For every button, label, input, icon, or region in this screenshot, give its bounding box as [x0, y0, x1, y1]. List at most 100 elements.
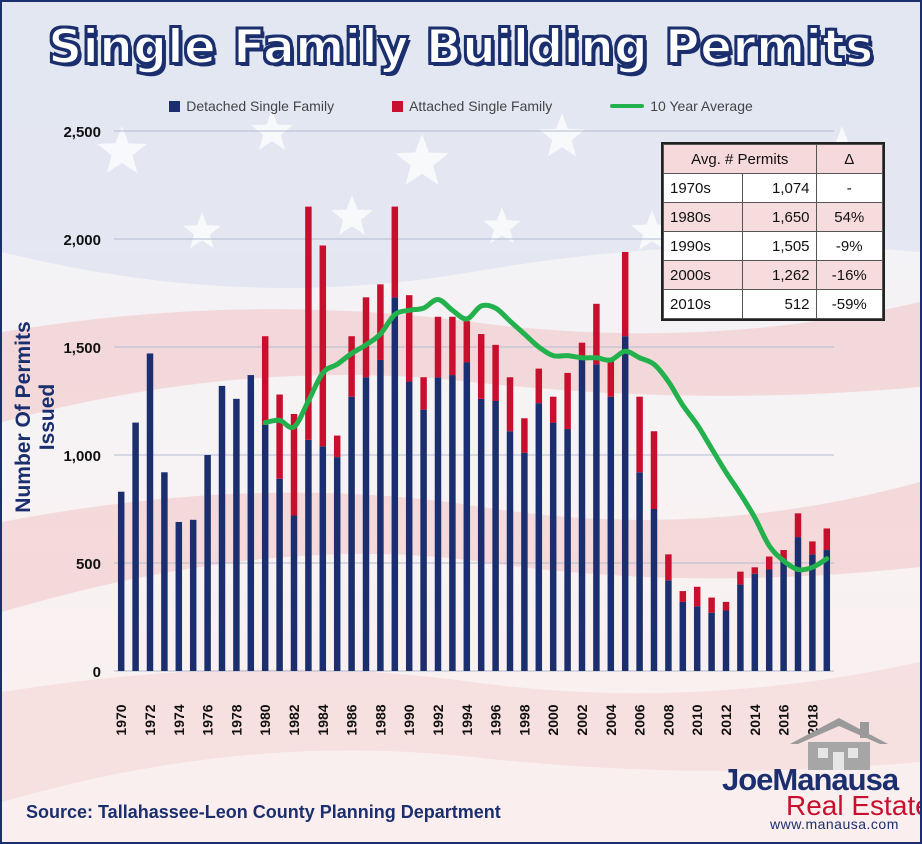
- bar-detached: [348, 396, 355, 671]
- x-tick-label: 1976: [200, 704, 216, 735]
- bar-detached: [564, 429, 571, 671]
- table-row: 2010s 512 -59%: [663, 289, 884, 319]
- legend-entry-detached: Detached Single Family: [169, 98, 334, 114]
- brand-name: JoeManausa: [722, 762, 899, 797]
- chart-bars: [117, 206, 831, 671]
- bar-detached: [809, 554, 816, 671]
- bar-detached: [189, 519, 197, 671]
- bar-attached: [693, 586, 701, 607]
- bar-detached: [679, 601, 687, 671]
- y-axis-label: Number Of Permits Issued: [12, 321, 59, 513]
- house-icon: [790, 718, 888, 770]
- bar-detached: [449, 375, 456, 671]
- bar-detached: [247, 375, 255, 671]
- y-tick-label: 500: [76, 556, 101, 573]
- legend-entry-average: 10 Year Average: [610, 98, 753, 114]
- bar-attached: [650, 431, 658, 509]
- x-tick-label: 1970: [113, 704, 129, 735]
- ten-year-average-line: [262, 297, 830, 573]
- bar-detached: [780, 558, 787, 671]
- bar-detached: [765, 569, 773, 671]
- bar-attached: [722, 601, 730, 611]
- bar-detached: [175, 521, 183, 671]
- star-shape: [395, 134, 449, 185]
- bar-detached: [132, 422, 139, 671]
- x-tick-label: 2008: [660, 704, 676, 735]
- table-cell-average: 1,505: [741, 231, 817, 261]
- bar-detached: [535, 403, 543, 671]
- bar-detached: [722, 610, 730, 671]
- bar-attached: [794, 513, 802, 538]
- bar-attached: [607, 359, 615, 397]
- table-header-delta: Δ: [815, 144, 884, 174]
- bar-detached: [233, 398, 240, 671]
- x-tick-label: 2002: [574, 704, 590, 735]
- average-line-path: [262, 297, 830, 573]
- x-tick-label: 2018: [804, 704, 820, 735]
- y-tick-label: 2,500: [63, 124, 101, 141]
- table-cell-change: -16%: [815, 260, 884, 290]
- bar-detached: [377, 359, 384, 671]
- bar-detached: [621, 336, 629, 671]
- table-cell-decade: 2010s: [663, 289, 743, 319]
- bar-detached: [362, 377, 370, 671]
- bar-attached: [506, 377, 514, 432]
- x-tick-label: 2010: [689, 704, 705, 735]
- bar-detached: [593, 364, 600, 671]
- brand-subtitle: Real Estate: [786, 790, 922, 821]
- legend-swatch-average: [610, 104, 645, 108]
- flag-background: [2, 2, 920, 802]
- bar-attached: [521, 418, 528, 453]
- table-row: 1980s 1,650 54%: [663, 202, 884, 232]
- bar-attached: [420, 377, 427, 410]
- table-cell-decade: 1990s: [663, 231, 743, 261]
- table-cell-average: 1,650: [741, 202, 817, 232]
- x-tick-label: 2004: [603, 704, 619, 735]
- bar-attached: [809, 541, 816, 555]
- bar-attached: [665, 554, 672, 581]
- star-shape: [251, 110, 293, 150]
- bar-attached: [751, 567, 759, 574]
- bar-attached: [679, 591, 687, 602]
- bar-attached: [290, 413, 298, 516]
- bar-attached: [434, 316, 442, 378]
- x-tick-label: 1994: [459, 704, 475, 735]
- bar-detached: [665, 580, 672, 671]
- bar-detached: [218, 385, 226, 671]
- x-tick-label: 1992: [430, 704, 446, 735]
- bar-detached: [506, 431, 514, 671]
- bar-attached: [333, 435, 341, 458]
- bar-detached: [521, 452, 528, 671]
- x-tick-label: 1980: [257, 704, 273, 735]
- bar-detached: [261, 424, 269, 671]
- x-tick-label: 1988: [372, 704, 388, 735]
- brand-url: www.manausa.com: [770, 816, 899, 832]
- bar-attached: [578, 342, 586, 360]
- y-tick-label: 0: [93, 664, 101, 681]
- bar-attached: [737, 571, 744, 585]
- star-shape: [483, 207, 521, 244]
- bar-detached: [823, 550, 831, 671]
- table-row: 1990s 1,505 -9%: [663, 231, 884, 261]
- bar-detached: [492, 401, 499, 671]
- bar-attached: [593, 303, 600, 365]
- bar-attached: [621, 251, 629, 337]
- bar-detached: [333, 457, 341, 671]
- bar-detached: [391, 297, 399, 671]
- bar-detached: [117, 491, 125, 671]
- star-shape: [331, 195, 373, 235]
- star-shape: [631, 210, 673, 250]
- source-note: Source: Tallahassee-Leon County Planning…: [26, 802, 501, 822]
- bar-detached: [794, 537, 802, 671]
- legend-entry-attached: Attached Single Family: [392, 98, 552, 114]
- x-tick-label: 1978: [228, 704, 244, 735]
- bar-attached: [305, 206, 312, 440]
- table-cell-average: 1,262: [741, 260, 817, 290]
- y-tick-label: 1,500: [63, 340, 101, 357]
- table-cell-change: -9%: [815, 231, 884, 261]
- bar-detached: [434, 377, 442, 671]
- x-tick-label: 1996: [488, 704, 504, 735]
- bar-detached: [607, 396, 615, 671]
- table-cell-change: -59%: [815, 289, 884, 319]
